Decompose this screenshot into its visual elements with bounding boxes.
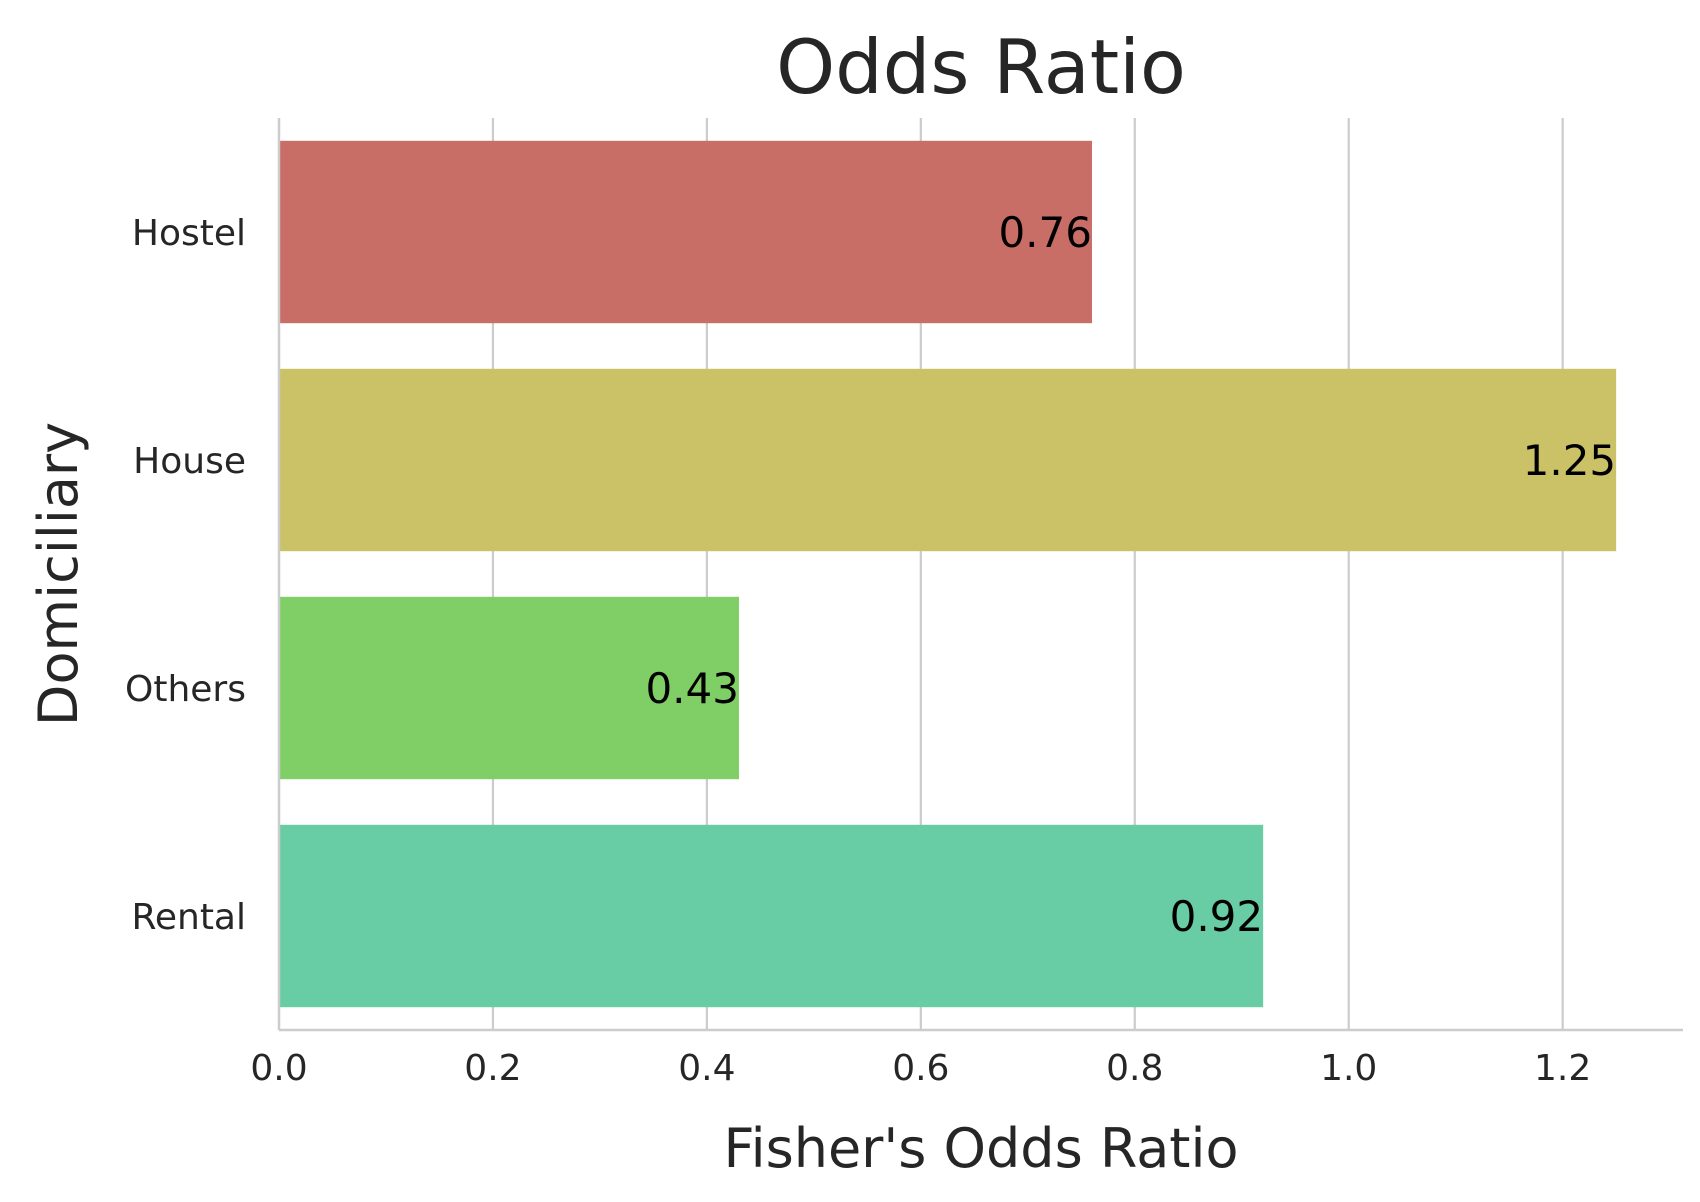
x-axis-title: Fisher's Odds Ratio [723, 1117, 1238, 1180]
chart-title: Odds Ratio [776, 23, 1186, 111]
bar-value-label: 0.92 [1170, 892, 1264, 941]
labels: 0.0 0.2 0.4 0.6 0.8 1.0 1.2 Hostel 0.76 House 1.25… [125, 208, 1616, 1089]
bar-house [279, 368, 1617, 552]
bar-others [279, 596, 739, 780]
x-tick-label: 0.4 [678, 1048, 735, 1089]
y-tick-label: Rental [131, 897, 246, 938]
x-tick-label: 1.0 [1320, 1048, 1377, 1089]
bar-rental [279, 824, 1264, 1008]
x-tick-label: 1.2 [1534, 1048, 1591, 1089]
bar-hostel [279, 140, 1092, 324]
y-axis-title: Domiciliary [27, 422, 90, 726]
x-tick-label: 0.6 [892, 1048, 949, 1089]
x-tick-label: 0.8 [1106, 1048, 1163, 1089]
y-tick-label: Hostel [132, 213, 246, 254]
axes [277, 118, 1683, 1032]
bar-value-label: 0.76 [998, 208, 1092, 257]
bars [279, 140, 1617, 1008]
bar-value-label: 1.25 [1523, 436, 1617, 485]
y-tick-label: House [133, 441, 246, 482]
bar-value-label: 0.43 [645, 664, 739, 713]
y-tick-label: Others [125, 669, 246, 710]
x-tick-label: 0.0 [250, 1048, 307, 1089]
x-tick-label: 0.2 [464, 1048, 521, 1089]
